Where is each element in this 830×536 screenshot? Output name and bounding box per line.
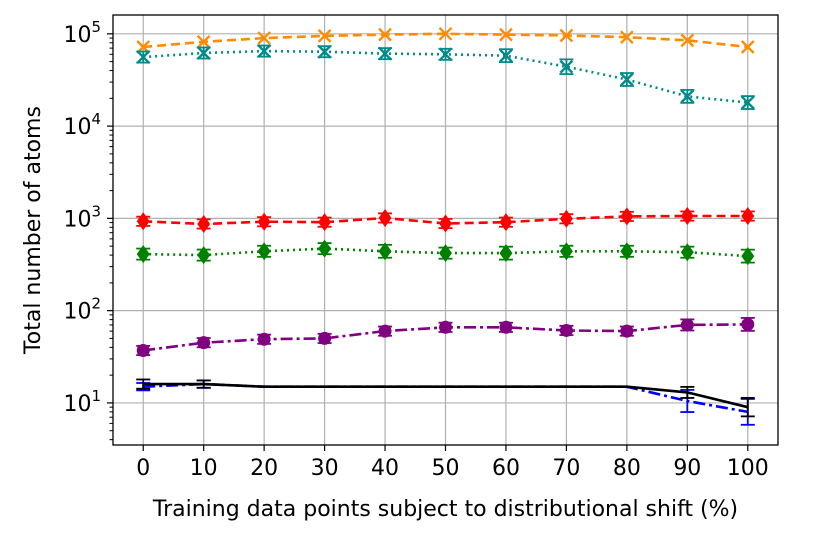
x-tick-label: 60: [492, 456, 520, 481]
x-tick-label: 50: [432, 456, 460, 481]
data-point: [438, 47, 453, 62]
data-point: [318, 239, 332, 258]
data-point: [559, 209, 573, 228]
data-point: [620, 72, 634, 87]
data-point: [257, 242, 271, 261]
data-point: [378, 324, 392, 338]
data-point: [740, 95, 755, 110]
data-point: [620, 30, 634, 45]
y-tick-label: 102: [63, 295, 101, 325]
data-point: [620, 242, 634, 261]
data-point: [378, 208, 392, 227]
data-point: [499, 244, 513, 263]
x-tick-label: 80: [613, 456, 641, 481]
series-4: [136, 239, 755, 266]
data-point: [197, 214, 211, 233]
data-point: [257, 332, 271, 346]
data-point: [741, 247, 755, 266]
x-tick-label: 90: [673, 456, 701, 481]
data-point: [741, 207, 755, 226]
data-point: [499, 213, 513, 232]
data-point: [740, 40, 755, 54]
series-layer: [136, 26, 755, 426]
x-tick-label: 100: [727, 456, 769, 481]
data-point: [136, 245, 150, 264]
series-2: [136, 44, 755, 110]
series-7: [136, 378, 755, 418]
data-point: [318, 213, 332, 232]
data-point: [680, 33, 695, 48]
data-point: [136, 212, 150, 231]
data-point: [620, 324, 634, 338]
data-point: [257, 212, 271, 231]
series-1: [136, 26, 755, 54]
x-tick-label: 70: [552, 456, 580, 481]
data-point: [680, 207, 694, 226]
data-point: [317, 29, 332, 43]
data-point: [741, 317, 755, 331]
data-point: [438, 26, 453, 41]
data-point: [439, 214, 452, 233]
data-point: [257, 44, 271, 58]
y-tick-label: 104: [63, 110, 101, 140]
y-axis-label: Total number of atoms: [21, 106, 46, 355]
data-point: [439, 244, 452, 263]
data-point: [378, 46, 392, 61]
y-tick-label: 105: [63, 18, 101, 48]
data-point: [439, 320, 452, 334]
data-point: [378, 27, 392, 42]
x-tick-label: 10: [190, 456, 218, 481]
data-point: [680, 89, 695, 104]
data-point: [499, 320, 513, 334]
data-point: [559, 28, 574, 43]
data-point: [318, 331, 332, 345]
y-axis: 101 102 103 104 105: [63, 18, 113, 441]
data-point: [197, 336, 211, 350]
data-point: [680, 318, 694, 332]
x-tick-label: 20: [250, 456, 278, 481]
series-3: [136, 207, 755, 233]
y-tick-label: 101: [63, 387, 101, 417]
x-tick-label: 30: [311, 456, 339, 481]
data-point: [136, 50, 151, 64]
data-point: [196, 34, 211, 49]
data-point: [197, 246, 211, 265]
data-point: [499, 27, 513, 42]
data-point: [257, 31, 271, 45]
series-line: [143, 382, 749, 409]
data-point: [196, 46, 211, 60]
data-point: [499, 48, 513, 63]
x-tick-label: 40: [371, 456, 399, 481]
x-tick-label: 0: [136, 456, 150, 481]
x-axis: 0 10 20 30 40 50 60 70 80 90 100: [136, 445, 769, 481]
y-tick-label: 103: [63, 202, 101, 232]
data-point: [559, 59, 574, 74]
data-point: [136, 343, 150, 357]
data-point: [317, 44, 332, 59]
x-axis-label: Training data points subject to distribu…: [152, 497, 738, 522]
data-point: [620, 207, 634, 226]
data-point: [559, 323, 573, 337]
data-point: [559, 242, 573, 261]
series-5: [136, 317, 755, 357]
series-line: [143, 247, 748, 258]
data-point: [378, 242, 392, 261]
data-point: [680, 243, 694, 262]
